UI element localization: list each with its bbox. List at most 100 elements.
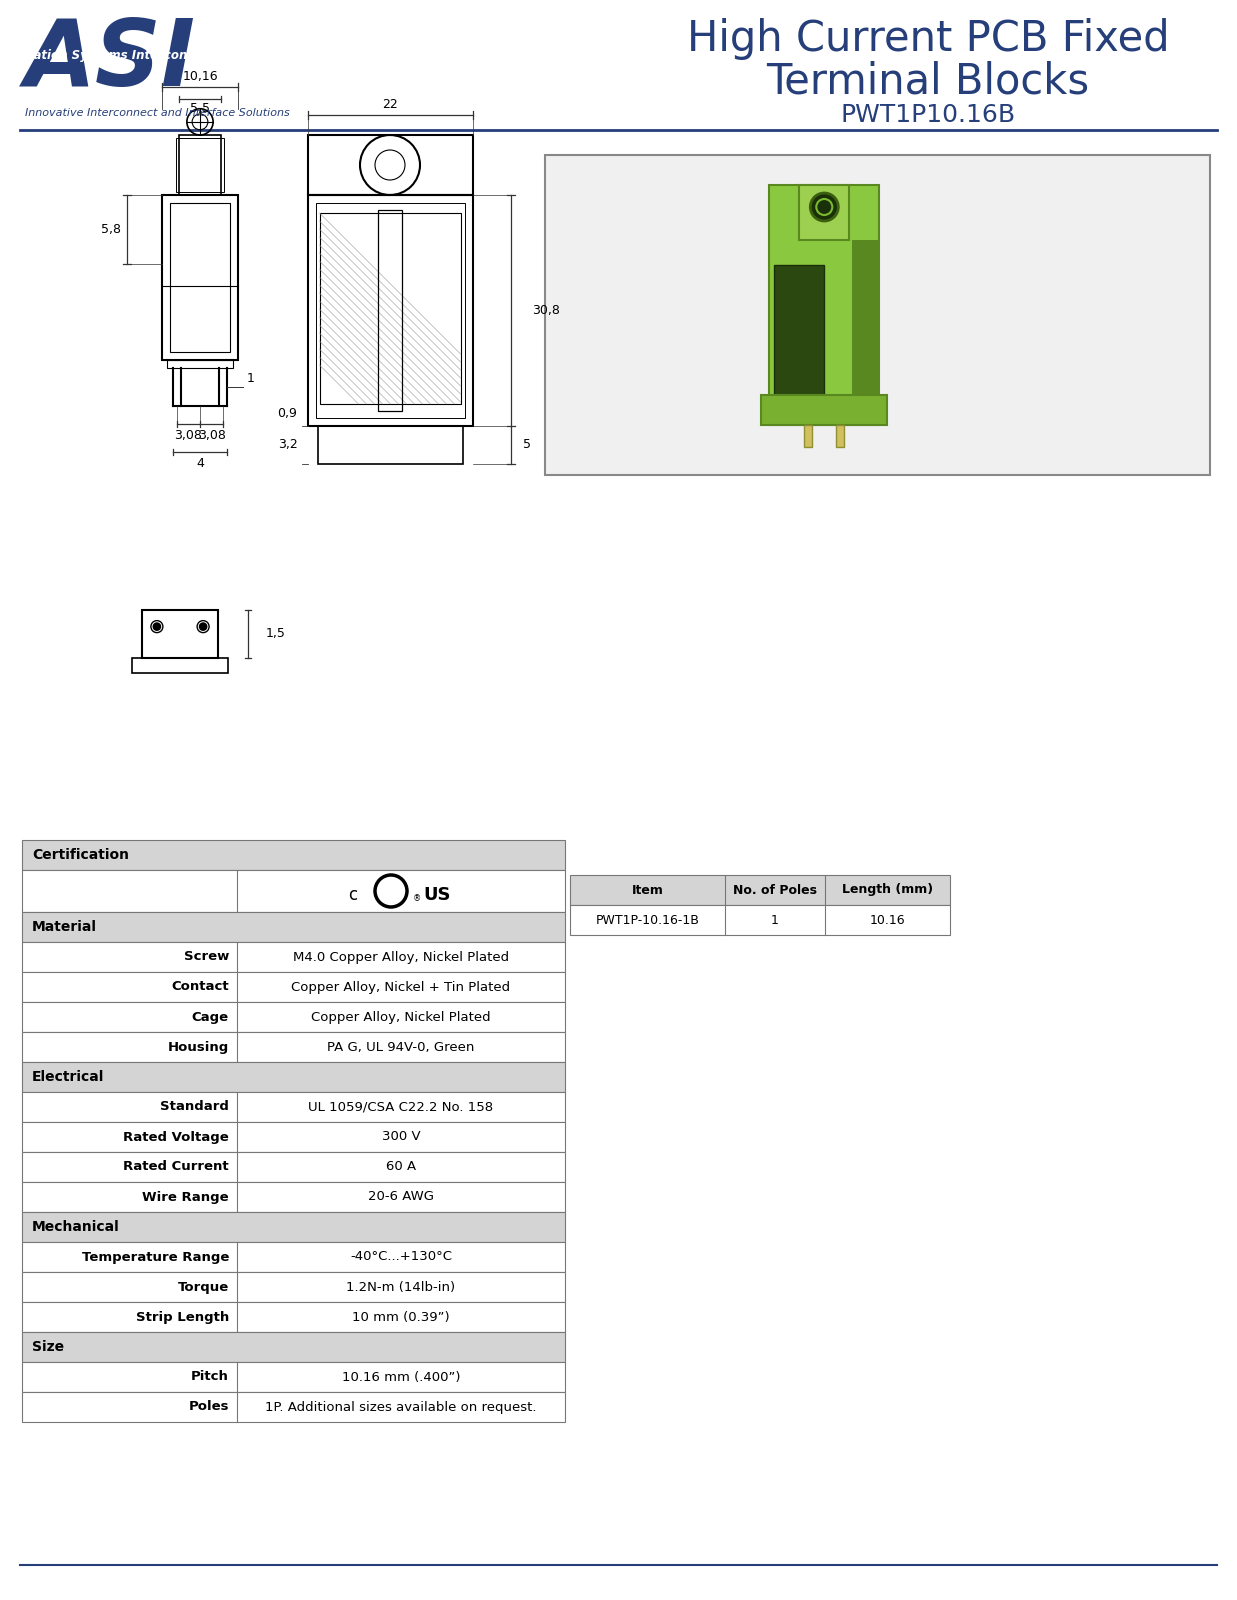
Bar — [804, 426, 813, 446]
Text: 3,08: 3,08 — [198, 429, 225, 442]
Text: PA G, UL 94V-0, Green: PA G, UL 94V-0, Green — [328, 1040, 475, 1053]
Text: 300 V: 300 V — [382, 1131, 421, 1144]
Text: 20-6 AWG: 20-6 AWG — [367, 1190, 434, 1203]
Bar — [179, 134, 220, 195]
Text: -40°C...+130°C: -40°C...+130°C — [350, 1251, 452, 1264]
Text: Wire Range: Wire Range — [142, 1190, 229, 1203]
Text: 4: 4 — [195, 458, 204, 470]
Bar — [22, 1002, 565, 1032]
Circle shape — [375, 875, 407, 907]
Text: Poles: Poles — [188, 1400, 229, 1413]
Text: Torque: Torque — [178, 1280, 229, 1293]
Bar — [22, 1302, 565, 1331]
Text: Copper Alloy, Nickel + Tin Plated: Copper Alloy, Nickel + Tin Plated — [292, 981, 511, 994]
Text: 1,5: 1,5 — [266, 627, 286, 640]
Text: Innovative Interconnect and Interface Solutions: Innovative Interconnect and Interface So… — [25, 109, 289, 118]
Text: Cage: Cage — [192, 1011, 229, 1024]
Text: 22: 22 — [382, 99, 398, 112]
Bar — [318, 426, 463, 464]
Text: Certification: Certification — [32, 848, 129, 862]
Text: Standard: Standard — [160, 1101, 229, 1114]
Bar — [570, 875, 950, 906]
Text: 1.2N-m (14lb-in): 1.2N-m (14lb-in) — [346, 1280, 455, 1293]
Bar — [169, 203, 230, 352]
Bar — [167, 360, 233, 368]
Circle shape — [199, 622, 207, 630]
Bar — [774, 266, 824, 405]
Bar — [761, 395, 887, 426]
Text: PWT1P-10.16-1B: PWT1P-10.16-1B — [595, 914, 699, 926]
Bar — [308, 134, 473, 195]
Bar — [162, 195, 238, 360]
Text: Size: Size — [32, 1341, 64, 1354]
Text: Rated Voltage: Rated Voltage — [124, 1131, 229, 1144]
Text: 30,8: 30,8 — [532, 304, 560, 317]
Text: 10.16 mm (.400”): 10.16 mm (.400”) — [341, 1371, 460, 1384]
Circle shape — [810, 194, 839, 221]
Bar — [22, 942, 565, 971]
Text: 0,9: 0,9 — [277, 408, 298, 421]
Text: Electrical: Electrical — [32, 1070, 104, 1085]
Text: US: US — [423, 886, 450, 904]
Text: Material: Material — [32, 920, 96, 934]
Bar — [315, 203, 465, 418]
Bar — [22, 870, 565, 912]
Bar — [22, 1272, 565, 1302]
Bar — [852, 240, 880, 426]
Bar — [22, 1331, 565, 1362]
Text: 3,08: 3,08 — [174, 429, 203, 442]
Bar — [379, 210, 402, 411]
Bar — [22, 1392, 565, 1422]
Text: 5: 5 — [522, 438, 531, 451]
Text: Copper Alloy, Nickel Plated: Copper Alloy, Nickel Plated — [312, 1011, 491, 1024]
Text: PWT1P10.16B: PWT1P10.16B — [840, 102, 1016, 126]
Text: M4.0 Copper Alloy, Nickel Plated: M4.0 Copper Alloy, Nickel Plated — [293, 950, 510, 963]
Bar — [22, 1213, 565, 1242]
Text: Mechanical: Mechanical — [32, 1219, 120, 1234]
Bar — [22, 1152, 565, 1182]
Bar — [308, 195, 473, 426]
Text: 1: 1 — [771, 914, 779, 926]
Text: 1P. Additional sizes available on request.: 1P. Additional sizes available on reques… — [265, 1400, 537, 1413]
Bar — [22, 1242, 565, 1272]
Bar — [22, 1182, 565, 1213]
Bar — [22, 1062, 565, 1091]
Text: Rated Current: Rated Current — [124, 1160, 229, 1173]
Bar — [799, 186, 850, 240]
Bar — [177, 138, 224, 192]
Text: Strip Length: Strip Length — [136, 1310, 229, 1323]
Bar — [769, 186, 880, 426]
Text: 5,5: 5,5 — [190, 102, 210, 115]
Bar — [836, 426, 845, 446]
Text: Pitch: Pitch — [192, 1371, 229, 1384]
Text: Automation Systems Interconnect, Inc: Automation Systems Interconnect, Inc — [0, 48, 245, 61]
Text: UL 1059/CSA C22.2 No. 158: UL 1059/CSA C22.2 No. 158 — [308, 1101, 494, 1114]
Circle shape — [153, 622, 161, 630]
Text: 10,16: 10,16 — [182, 70, 218, 83]
Bar — [22, 840, 565, 870]
Bar — [546, 155, 1210, 475]
Bar — [22, 1032, 565, 1062]
Text: Terminal Blocks: Terminal Blocks — [767, 59, 1090, 102]
Bar — [22, 912, 565, 942]
Bar — [22, 1091, 565, 1122]
Text: 10 mm (0.39”): 10 mm (0.39”) — [353, 1310, 450, 1323]
Text: Contact: Contact — [172, 981, 229, 994]
Bar — [22, 971, 565, 1002]
Bar — [22, 1362, 565, 1392]
Text: Length (mm): Length (mm) — [842, 883, 933, 896]
Text: 3,2: 3,2 — [278, 438, 298, 451]
Circle shape — [816, 198, 833, 214]
Text: No. of Poles: No. of Poles — [734, 883, 816, 896]
Text: Item: Item — [632, 883, 663, 896]
Text: 60 A: 60 A — [386, 1160, 416, 1173]
Text: ASI: ASI — [25, 14, 195, 106]
Bar — [22, 1122, 565, 1152]
Text: Screw: Screw — [183, 950, 229, 963]
Text: High Current PCB Fixed: High Current PCB Fixed — [687, 18, 1169, 59]
Text: Housing: Housing — [168, 1040, 229, 1053]
Bar — [570, 906, 950, 934]
Bar — [132, 658, 228, 672]
Text: 10.16: 10.16 — [870, 914, 905, 926]
Text: UL: UL — [380, 883, 402, 899]
